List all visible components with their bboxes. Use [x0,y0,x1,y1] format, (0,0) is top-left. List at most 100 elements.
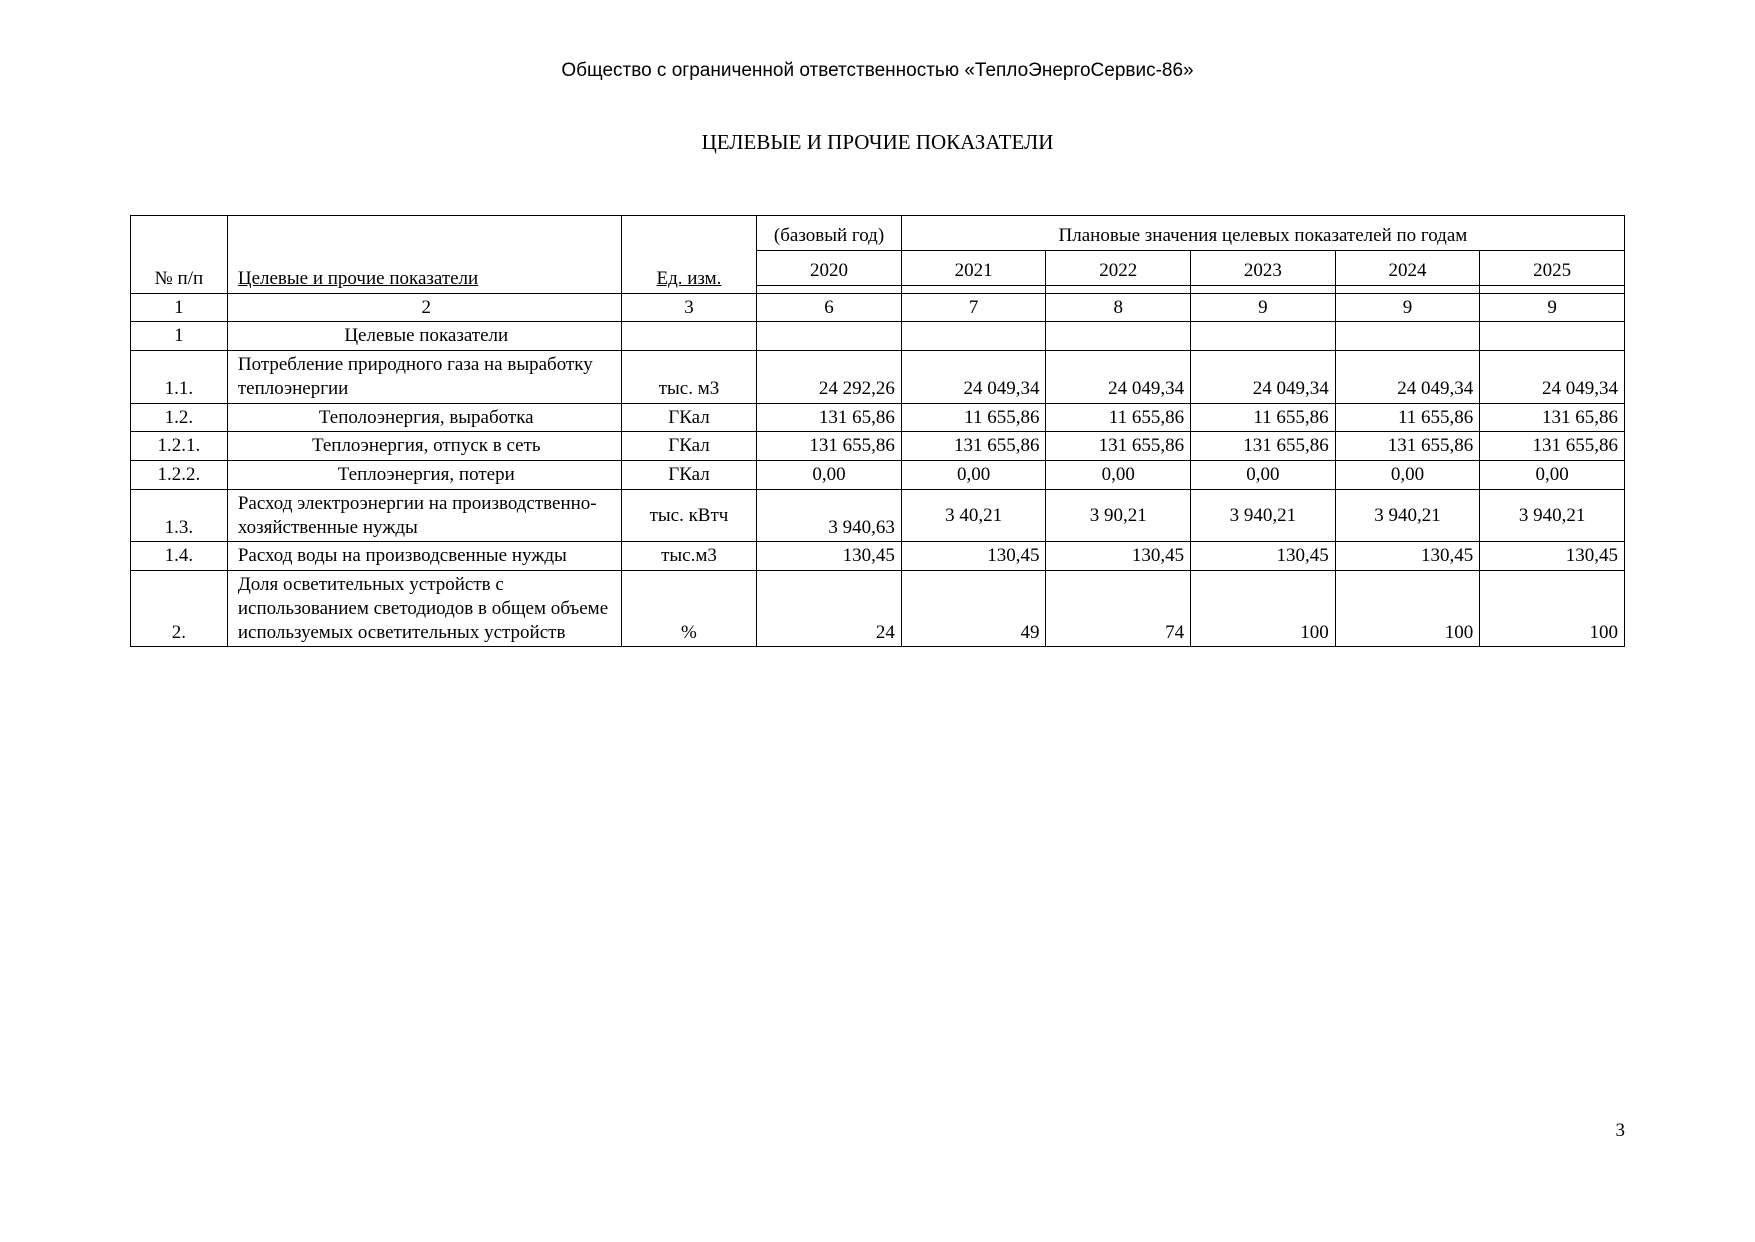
row-val: 130,45 [757,542,902,571]
row-idx: 1 [131,322,228,351]
row-val: 131 65,86 [1480,403,1625,432]
row-name: Теплоэнергия, потери [227,461,621,490]
table-row: 1.2. Теполоэнергия, выработка ГКал 131 6… [131,403,1625,432]
row-val: 130,45 [1046,542,1191,571]
row-val: 100 [1335,571,1480,647]
row-name: Расход воды на производсвенные нужды [227,542,621,571]
year-2022: 2022 [1046,250,1191,285]
year-2021: 2021 [901,250,1046,285]
row-val: 130,45 [1191,542,1336,571]
year-2023: 2023 [1191,250,1336,285]
colnum: 6 [757,293,902,322]
spacer-cell [1191,285,1336,293]
row-val: 11 655,86 [1335,403,1480,432]
table-row: 1.4. Расход воды на производсвенные нужд… [131,542,1625,571]
row-val: 100 [1191,571,1336,647]
plan-caption-header: Плановые значения целевых показателей по… [901,216,1624,251]
row-val: 3 940,21 [1191,489,1336,542]
spacer-cell [901,285,1046,293]
row-val: 3 940,63 [757,489,902,542]
colnum: 3 [621,293,757,322]
row-val [901,322,1046,351]
row-val [1191,322,1336,351]
row-val: 130,45 [901,542,1046,571]
row-val [1046,322,1191,351]
row-unit: тыс. кВтч [621,489,757,542]
row-name: Потребление природного газа на выработку… [227,351,621,404]
row-val: 0,00 [1191,461,1336,490]
row-val [757,322,902,351]
base-year-header: (базовый год) [757,216,902,251]
colnum: 8 [1046,293,1191,322]
col-unit-header: Ед. изм. [621,216,757,294]
row-val: 0,00 [757,461,902,490]
row-val: 131 655,86 [1046,432,1191,461]
row-unit: % [621,571,757,647]
row-idx: 1.4. [131,542,228,571]
row-idx: 1.2.1. [131,432,228,461]
table-row: 1 Целевые показатели [131,322,1625,351]
colnum: 9 [1480,293,1625,322]
table-row: 1.2.2. Теплоэнергия, потери ГКал 0,00 0,… [131,461,1625,490]
row-val: 3 940,21 [1480,489,1625,542]
row-idx: 1.2. [131,403,228,432]
row-val: 11 655,86 [1191,403,1336,432]
row-val: 131 655,86 [757,432,902,461]
row-val: 131 655,86 [1335,432,1480,461]
row-name: Теплоэнергия, отпуск в сеть [227,432,621,461]
col-name-header: Целевые и прочие показатели [227,216,621,294]
row-val: 3 40,21 [901,489,1046,542]
row-unit: ГКал [621,403,757,432]
doc-title: ЦЕЛЕВЫЕ И ПРОЧИЕ ПОКАЗАТЕЛИ [130,130,1625,155]
page-number: 3 [1616,1120,1626,1142]
row-val: 24 049,34 [1191,351,1336,404]
table-row: 1.3. Расход электроэнергии на производст… [131,489,1625,542]
row-name: Расход электроэнергии на производственно… [227,489,621,542]
row-val: 24 049,34 [1335,351,1480,404]
row-val: 131 655,86 [1191,432,1336,461]
row-val: 74 [1046,571,1191,647]
colnum: 7 [901,293,1046,322]
table-row: 1.1. Потребление природного газа на выра… [131,351,1625,404]
row-unit: ГКал [621,432,757,461]
col-name-header-text: Целевые и прочие показатели [238,267,478,291]
row-val: 131 655,86 [901,432,1046,461]
year-2025: 2025 [1480,250,1625,285]
row-unit: ГКал [621,461,757,490]
col-idx-header: № п/п [131,216,228,294]
row-name: Теполоэнергия, выработка [227,403,621,432]
row-val: 0,00 [901,461,1046,490]
row-name: Доля осветительных устройств с использов… [227,571,621,647]
row-unit: тыс. м3 [621,351,757,404]
row-val [1335,322,1480,351]
spacer-cell [1335,285,1480,293]
row-val: 3 90,21 [1046,489,1191,542]
year-2024: 2024 [1335,250,1480,285]
row-val: 0,00 [1480,461,1625,490]
org-name: Общество с ограниченной ответственностью… [130,60,1625,82]
colnum: 1 [131,293,228,322]
row-val: 24 [757,571,902,647]
spacer-cell [1046,285,1191,293]
table-header-row: № п/п Целевые и прочие показатели Ед. из… [131,216,1625,251]
row-val: 100 [1480,571,1625,647]
row-val: 0,00 [1046,461,1191,490]
col-unit-header-text: Ед. изм. [656,267,721,291]
row-val: 0,00 [1335,461,1480,490]
colnum: 9 [1191,293,1336,322]
table-row: 2. Доля осветительных устройств с исполь… [131,571,1625,647]
row-val: 11 655,86 [901,403,1046,432]
row-val: 130,45 [1335,542,1480,571]
row-idx: 1.1. [131,351,228,404]
row-val: 3 940,21 [1335,489,1480,542]
table-column-numbers: 1 2 3 6 7 8 9 9 9 [131,293,1625,322]
row-val: 49 [901,571,1046,647]
row-val [1480,322,1625,351]
row-idx: 2. [131,571,228,647]
row-val: 24 292,26 [757,351,902,404]
row-unit: тыс.м3 [621,542,757,571]
row-val: 130,45 [1480,542,1625,571]
row-name: Целевые показатели [227,322,621,351]
row-val: 131 65,86 [757,403,902,432]
table-row: 1.2.1. Теплоэнергия, отпуск в сеть ГКал … [131,432,1625,461]
